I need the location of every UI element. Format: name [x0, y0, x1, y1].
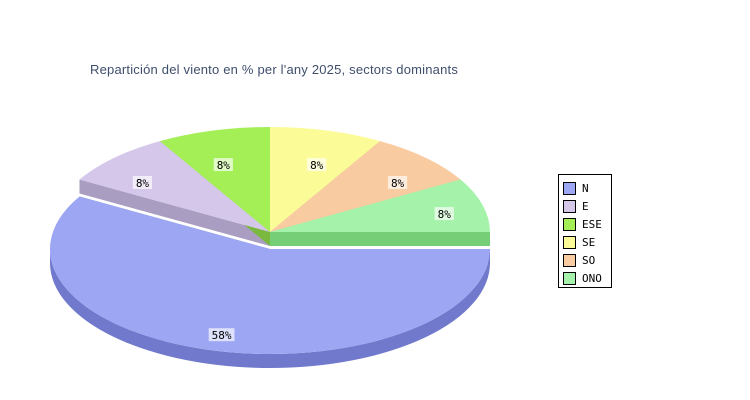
legend-row: SO — [563, 251, 611, 269]
slice-SO — [270, 141, 461, 232]
slice-percent-label: 8% — [391, 177, 405, 190]
legend-swatch-icon — [563, 181, 576, 195]
slice-percent-label: 8% — [310, 159, 324, 172]
slice-percent-label: 8% — [136, 177, 150, 190]
legend-label: SE — [582, 235, 596, 249]
chart-title: Repartición del viento en % per l'any 20… — [90, 62, 459, 77]
legend-row: N — [563, 179, 611, 197]
legend-row: SE — [563, 233, 611, 251]
legend-row: E — [563, 197, 611, 215]
legend-swatch-icon — [563, 271, 576, 285]
legend-label: E — [582, 199, 589, 213]
legend-row: ONO — [563, 269, 611, 287]
legend-label: N — [582, 181, 589, 195]
legend-swatch-icon — [563, 217, 576, 231]
pie-slice-labels: 58% 8% 8% 8% 8% 8% — [132, 158, 454, 342]
legend-label: SO — [582, 253, 596, 267]
slice-percent-label: 8% — [217, 159, 231, 172]
slice-label-background — [132, 175, 153, 189]
legend-row: ESE — [563, 215, 611, 233]
slice-E — [79, 141, 271, 232]
slice-label-background — [213, 158, 233, 172]
legend-swatch-icon — [563, 235, 576, 249]
legend-swatch-icon — [563, 199, 576, 213]
slice-N — [49, 196, 490, 354]
slice-E-edge-wall — [79, 179, 271, 246]
slice-label-background — [208, 328, 235, 342]
legend-label: ONO — [582, 271, 602, 285]
slice-ESE — [160, 126, 271, 232]
slice-percent-label: 58% — [212, 329, 232, 342]
slice-label-background — [387, 175, 408, 189]
legend-swatch-icon — [563, 253, 576, 267]
legend-label: ESE — [582, 217, 602, 231]
legend: N E ESE SE SO ONO — [558, 174, 612, 288]
slice-percent-label: 8% — [438, 208, 452, 221]
slice-label-background — [307, 158, 327, 172]
slice-label-background — [434, 207, 454, 221]
pie-tops — [49, 126, 490, 354]
slice-SE — [270, 127, 381, 232]
slice-ONO-edge-wall — [270, 232, 490, 246]
